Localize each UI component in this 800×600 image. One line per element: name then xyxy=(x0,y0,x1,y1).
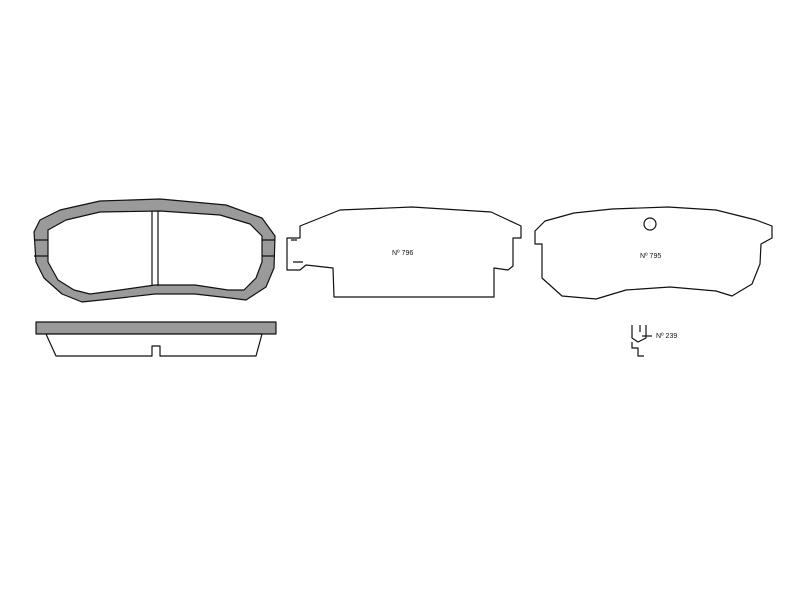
shim-796: Nº 796 xyxy=(286,206,522,298)
shim-795-hole xyxy=(643,217,657,231)
shim-795-label: Nº 795 xyxy=(640,253,661,260)
brake-pad-side-view xyxy=(35,321,277,357)
shim-795: Nº 795 xyxy=(534,206,773,300)
spring-clip-239-label: Nº 239 xyxy=(656,333,677,340)
brake-pad-front-view xyxy=(33,198,276,303)
spring-clip-239: Nº 239 xyxy=(631,325,677,357)
shim-796-label: Nº 796 xyxy=(392,250,413,257)
